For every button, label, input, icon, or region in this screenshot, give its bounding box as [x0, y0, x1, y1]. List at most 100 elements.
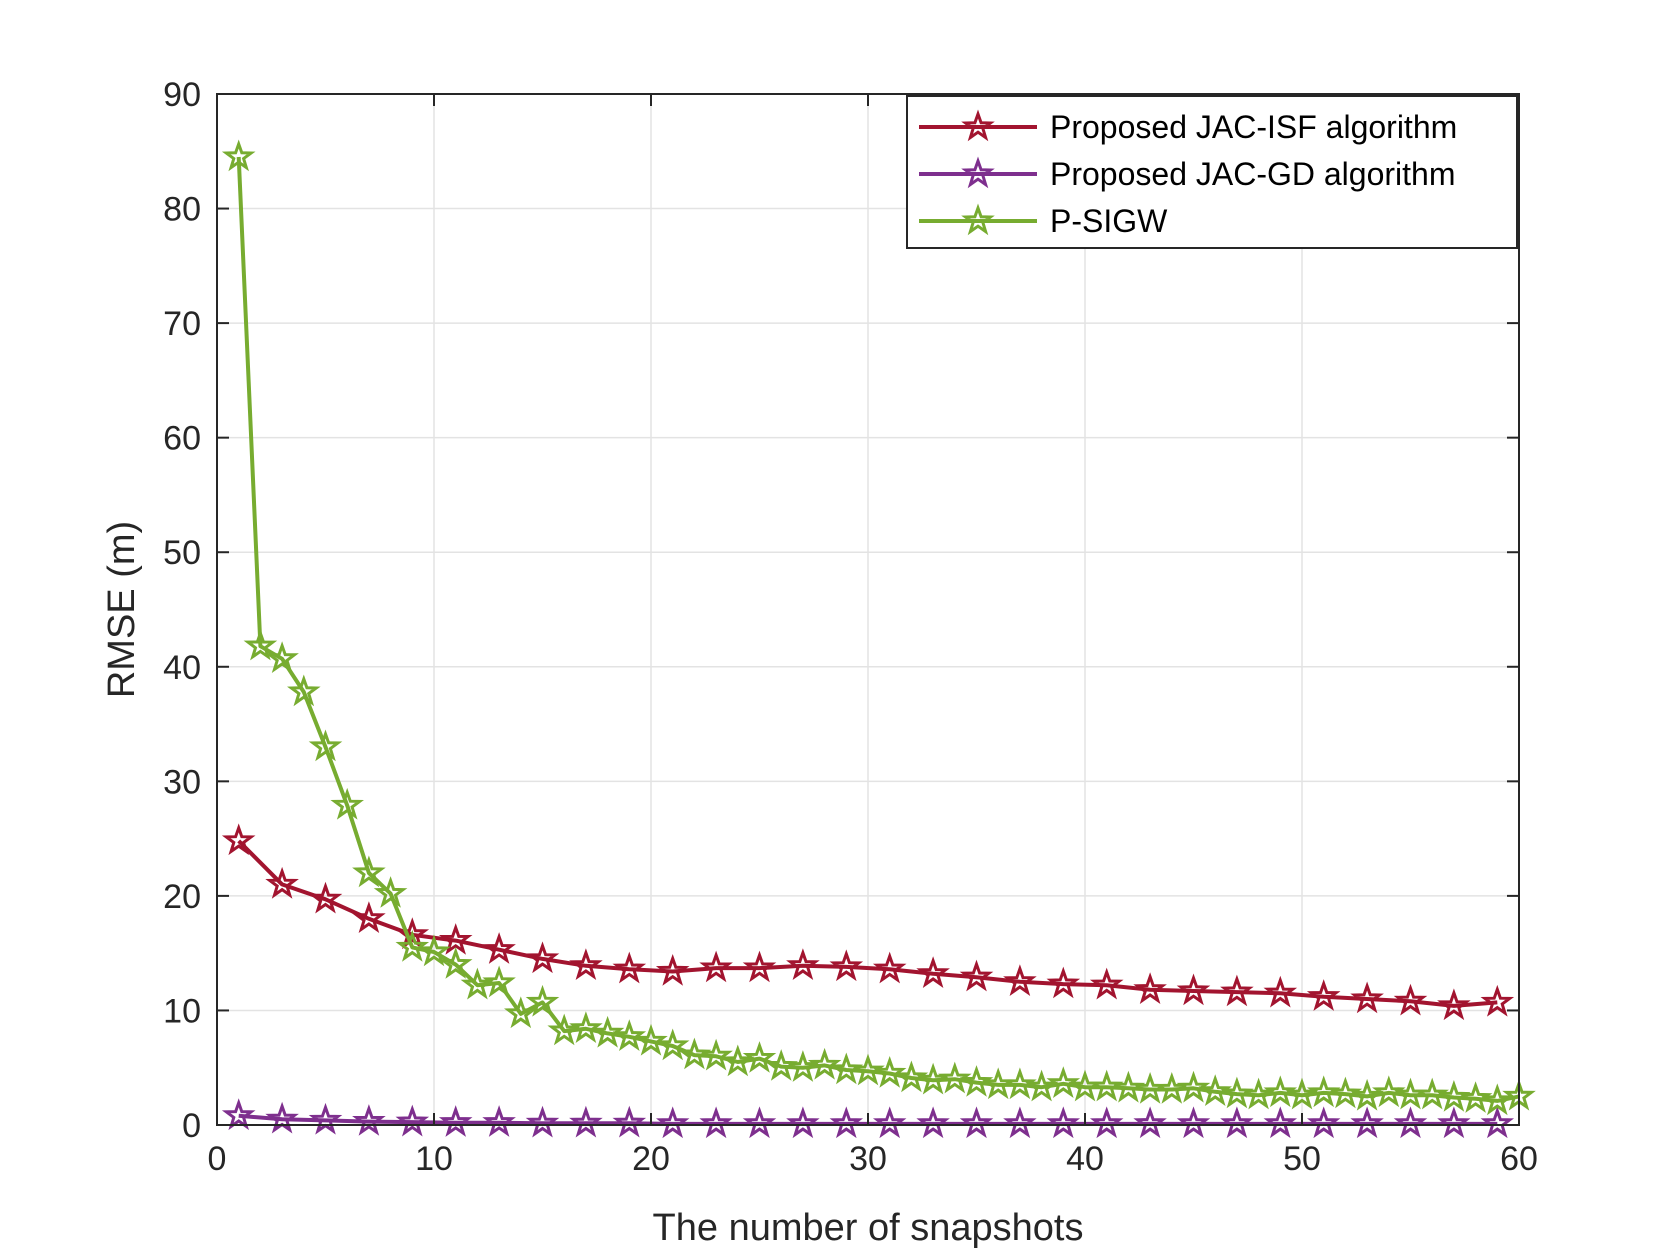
y-tick-label: 50: [163, 534, 201, 572]
data-point-marker: [612, 951, 647, 984]
data-point-marker: [482, 932, 516, 964]
data-point-marker: [916, 1106, 950, 1139]
data-point-marker: [612, 1019, 647, 1052]
data-point-marker: [786, 1106, 820, 1139]
data-point-marker: [504, 996, 538, 1029]
data-point-marker: [1306, 1106, 1341, 1139]
series-p-sigw: [221, 139, 1536, 1116]
data-point-marker: [221, 823, 256, 856]
data-point-marker: [699, 1038, 733, 1071]
data-point-marker: [525, 941, 560, 974]
data-point-marker: [1133, 972, 1167, 1005]
data-point-marker: [438, 947, 473, 979]
legend-marker: [961, 156, 995, 189]
y-tick-label: 80: [163, 191, 201, 229]
legend-marker: [961, 109, 995, 142]
x-tick-label: 20: [632, 1140, 670, 1178]
data-point-marker: [1133, 1106, 1167, 1139]
data-point-marker: [352, 901, 386, 934]
data-point-marker: [1393, 983, 1428, 1016]
data-point-marker: [395, 917, 430, 950]
data-point-marker: [590, 1015, 625, 1048]
x-axis-title: The number of snapshots: [653, 1207, 1084, 1249]
data-point-marker: [742, 1106, 777, 1139]
legend-label: Proposed JAC-ISF algorithm: [1050, 109, 1457, 145]
data-point-marker: [916, 956, 950, 989]
data-point-marker: [1198, 1074, 1232, 1107]
data-point-marker: [1480, 1083, 1515, 1116]
data-point-marker: [634, 1023, 668, 1056]
data-point-marker: [482, 965, 516, 998]
data-point-marker: [1285, 1077, 1319, 1110]
data-point-marker: [829, 949, 864, 982]
y-tick-label: 40: [163, 649, 201, 687]
data-point-marker: [1480, 984, 1515, 1017]
x-tick-label: 10: [415, 1140, 453, 1178]
data-point-marker: [1220, 974, 1254, 1007]
data-point-marker: [872, 1106, 907, 1139]
data-point-marker: [569, 1105, 603, 1138]
data-point-marker: [786, 1050, 820, 1082]
data-point-marker: [786, 948, 820, 981]
data-point-marker: [352, 1104, 386, 1136]
data-point-marker: [851, 1053, 885, 1086]
data-point-marker: [1176, 1106, 1211, 1139]
data-point-marker: [1480, 1106, 1515, 1139]
data-point-marker: [1415, 1077, 1449, 1110]
data-point-marker: [655, 1106, 690, 1139]
data-point-marker: [938, 1061, 972, 1094]
data-point-marker: [395, 1104, 430, 1137]
data-point-marker: [742, 1041, 777, 1073]
data-point-marker: [1328, 1076, 1363, 1109]
data-point-marker: [1350, 1078, 1384, 1111]
data-point-marker: [1046, 1106, 1081, 1139]
data-point-marker: [330, 787, 364, 820]
data-point-marker: [699, 950, 733, 983]
data-point-marker: [1458, 1081, 1493, 1113]
data-point-marker: [959, 959, 994, 992]
legend: Proposed JAC-ISF algorithm Proposed JAC-G…: [906, 95, 1518, 249]
y-tick-label: 0: [182, 1107, 201, 1145]
x-tick-label: 60: [1500, 1140, 1538, 1178]
data-point-marker: [1046, 1066, 1081, 1099]
data-point-marker: [1263, 1075, 1298, 1108]
data-point-marker: [1372, 1075, 1406, 1108]
x-tick-label: 0: [208, 1140, 227, 1178]
data-point-marker: [829, 1106, 864, 1139]
data-point-marker: [308, 729, 343, 762]
data-point-marker: [265, 641, 299, 674]
data-point-marker: [1263, 975, 1298, 1008]
x-tick-label: 40: [1066, 1140, 1104, 1178]
data-point-marker: [221, 1098, 256, 1131]
y-tick-label: 30: [163, 763, 201, 801]
ticks: 0 10 20 30 40 50 60 0 10 20 30 40 50 60 70 80 90: [163, 76, 1538, 1178]
data-point-marker: [417, 934, 451, 967]
data-point-marker: [569, 948, 603, 981]
data-point-marker: [287, 674, 321, 707]
series-proposed-jac-isf-algorithm: [221, 823, 1515, 1021]
data-point-marker: [265, 866, 299, 899]
x-tick-label: 50: [1283, 1140, 1321, 1178]
data-point-marker: [1393, 1106, 1428, 1139]
data-point-marker: [373, 876, 408, 908]
legend-marker: [961, 203, 995, 236]
data-point-marker: [872, 1056, 907, 1088]
data-point-marker: [959, 1065, 994, 1097]
y-tick-label: 70: [163, 305, 201, 343]
data-point-marker: [699, 1106, 733, 1139]
data-point-marker: [1263, 1106, 1298, 1139]
data-point-marker: [438, 923, 473, 955]
data-point-marker: [655, 1028, 690, 1061]
data-point-marker: [1176, 1070, 1211, 1103]
data-point-marker: [1003, 1067, 1037, 1100]
y-tick-label: 90: [163, 76, 201, 114]
data-point-marker: [655, 953, 690, 986]
data-point-marker: [1437, 988, 1471, 1021]
data-point-marker: [1089, 967, 1124, 1000]
data-point-marker: [438, 1105, 473, 1137]
data-point-marker: [1003, 964, 1037, 997]
data-point-marker: [721, 1044, 755, 1077]
data-point-marker: [308, 881, 343, 914]
legend-label: Proposed JAC-GD algorithm: [1050, 156, 1455, 192]
